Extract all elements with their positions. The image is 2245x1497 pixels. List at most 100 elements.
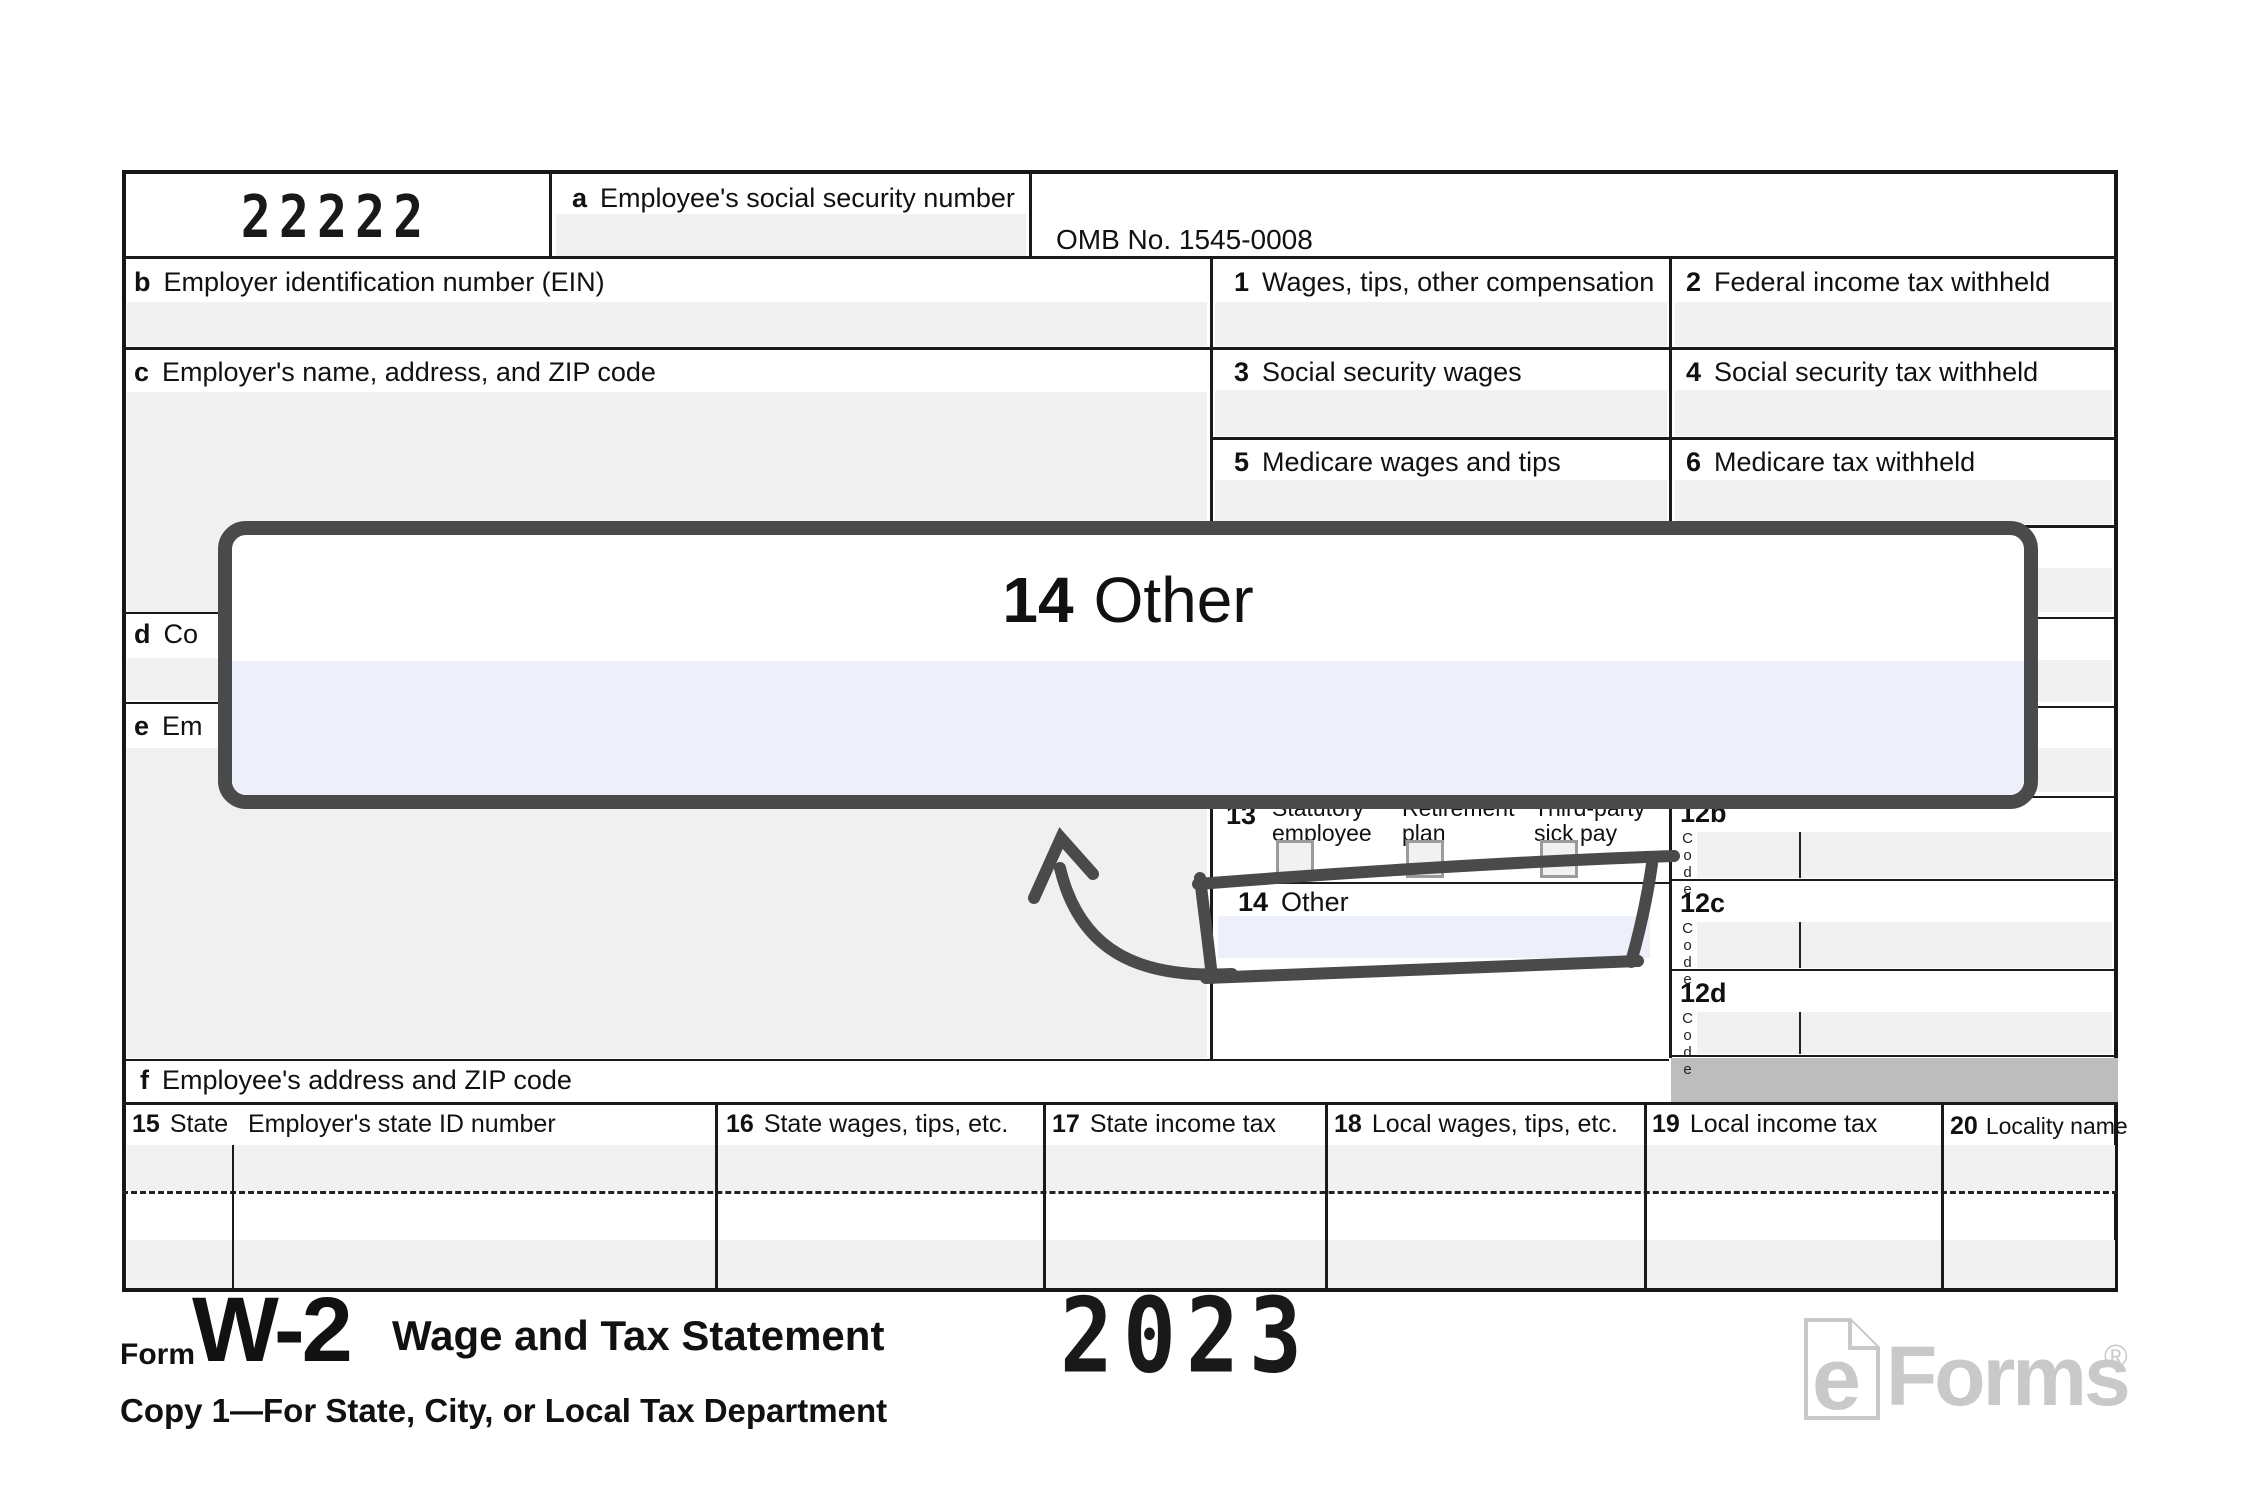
box-f-text: Employee's address and ZIP code <box>162 1065 572 1095</box>
code-divider <box>1799 832 1801 878</box>
box-f-number: f <box>140 1065 149 1095</box>
box-12c-field[interactable] <box>1697 922 2112 968</box>
box-b-text: Employer identification number (EIN) <box>163 267 605 297</box>
state-row-field-1[interactable] <box>127 1145 2115 1191</box>
box-d-number: d <box>134 619 151 649</box>
box-16-text: State wages, tips, etc. <box>763 1110 1009 1138</box>
callout-field-area[interactable] <box>232 661 2024 795</box>
box-b-label: b Employer identification number (EIN) <box>134 267 605 298</box>
third-party-sick-pay-checkbox[interactable] <box>1540 840 1578 878</box>
box-17-label: 17 State income tax <box>1052 1110 1276 1139</box>
box-3-label: 3 Social security wages <box>1234 357 1522 388</box>
box-15-label: 15 State <box>132 1110 228 1139</box>
registered-mark: ® <box>2104 1338 2128 1374</box>
box-17-text: State income tax <box>1089 1110 1277 1138</box>
tax-year: 2023 <box>1060 1274 1312 1397</box>
grid-line <box>1669 969 2118 971</box>
box-14-label: 14 Other <box>1238 887 1349 918</box>
callout-box-number: 14 <box>1002 564 1074 636</box>
box-6-number: 6 <box>1686 447 1702 477</box>
form-control-code: 22222 <box>240 182 432 252</box>
box-12d-field[interactable] <box>1697 1012 2112 1054</box>
box-d-text: Co <box>163 619 199 649</box>
box-4-label: 4 Social security tax withheld <box>1686 357 2039 388</box>
box-18-label: 18 Local wages, tips, etc. <box>1334 1110 1618 1139</box>
box-4-field[interactable] <box>1675 390 2112 436</box>
box-2-field[interactable] <box>1675 302 2112 346</box>
box-c-number: c <box>134 357 150 387</box>
box-1-label: 1 Wages, tips, other compensation <box>1234 267 1654 298</box>
callout-zoom-box: 14 Other <box>218 521 2038 809</box>
box-12d-code-label: Code <box>1679 1010 1696 1078</box>
callout-title: 14 Other <box>232 563 2024 637</box>
box-a-label: a Employee's social security number <box>572 183 1015 214</box>
grid-line <box>1210 437 2118 440</box>
code-divider <box>1799 922 1801 968</box>
callout-box-text: Other <box>1093 564 1254 636</box>
employer-state-id-label: Employer's state ID number <box>248 1110 556 1138</box>
box-20-label: 20 Locality name <box>1950 1112 2128 1141</box>
box-12b-field[interactable] <box>1697 832 2112 878</box>
box-3-text: Social security wages <box>1262 357 1522 387</box>
box-2-number: 2 <box>1686 267 1702 297</box>
box-5-field[interactable] <box>1215 480 1667 524</box>
box-a-field[interactable] <box>556 214 1026 256</box>
box-5-number: 5 <box>1234 447 1250 477</box>
box-19-label: 19 Local income tax <box>1652 1110 1877 1139</box>
box-6-text: Medicare tax withheld <box>1714 447 1976 477</box>
box-16-label: 16 State wages, tips, etc. <box>726 1110 1008 1139</box>
grid-line <box>122 347 2118 350</box>
box-c-label: c Employer's name, address, and ZIP code <box>134 357 656 388</box>
copy-line: Copy 1—For State, City, or Local Tax Dep… <box>120 1392 888 1429</box>
code-divider <box>1799 1012 1801 1054</box>
grid-line <box>232 1145 234 1289</box>
box-16-number: 16 <box>726 1110 754 1138</box>
omb-label: OMB No. 1545-0008 <box>1056 224 1313 255</box>
box-6-field[interactable] <box>1675 480 2112 524</box>
box-b-field[interactable] <box>127 302 1207 346</box>
box-14-field[interactable] <box>1218 916 1650 958</box>
form-border <box>122 170 2118 1292</box>
grid-line <box>122 256 2118 259</box>
box-15-number: 15 <box>132 1110 160 1138</box>
grid-line <box>1043 1103 1046 1289</box>
box-15-text: State <box>169 1110 229 1138</box>
dashed-line <box>122 1191 2118 1194</box>
grid-line <box>1669 1055 2118 1057</box>
grid-line <box>1210 882 1669 884</box>
box-3-field[interactable] <box>1215 390 1667 436</box>
box-3-number: 3 <box>1234 357 1250 387</box>
state-row-field-2[interactable] <box>127 1240 2115 1288</box>
grid-line <box>1669 879 2118 881</box>
form-word: Form <box>120 1338 195 1371</box>
box-a-number: a <box>572 183 588 213</box>
box-f-label: f Employee's address and ZIP code <box>140 1065 572 1096</box>
grid-line <box>1325 1103 1328 1289</box>
box-1-field[interactable] <box>1215 302 1667 346</box>
gray-bar <box>1671 1058 2118 1103</box>
box-17-number: 17 <box>1052 1110 1080 1138</box>
retirement-plan-checkbox[interactable] <box>1406 840 1444 878</box>
statutory-employee-checkbox[interactable] <box>1276 840 1314 878</box>
form-title: Wage and Tax Statement <box>392 1312 885 1359</box>
form-number: W-2 <box>192 1279 353 1381</box>
box-6-label: 6 Medicare tax withheld <box>1686 447 1976 478</box>
box-18-number: 18 <box>1334 1110 1362 1138</box>
box-14-number: 14 <box>1238 887 1269 917</box>
box-4-text: Social security tax withheld <box>1714 357 2039 387</box>
box-1-number: 1 <box>1234 267 1250 297</box>
box-18-text: Local wages, tips, etc. <box>1371 1110 1618 1138</box>
box-5-text: Medicare wages and tips <box>1262 447 1561 477</box>
document-icon <box>1804 1318 1880 1420</box>
box-12c-code-label: Code <box>1679 920 1696 988</box>
box-20-text: Locality name <box>1985 1113 2128 1139</box>
eforms-logo: e Forms ® <box>1798 1310 2138 1430</box>
grid-line <box>549 170 552 258</box>
box-2-text: Federal income tax withheld <box>1714 267 2051 297</box>
grid-line <box>715 1103 718 1289</box>
box-b-number: b <box>134 267 151 297</box>
grid-line <box>1644 1103 1647 1289</box>
box-12b-code-label: Code <box>1679 830 1696 898</box>
box-e-label: e Em <box>134 711 203 742</box>
